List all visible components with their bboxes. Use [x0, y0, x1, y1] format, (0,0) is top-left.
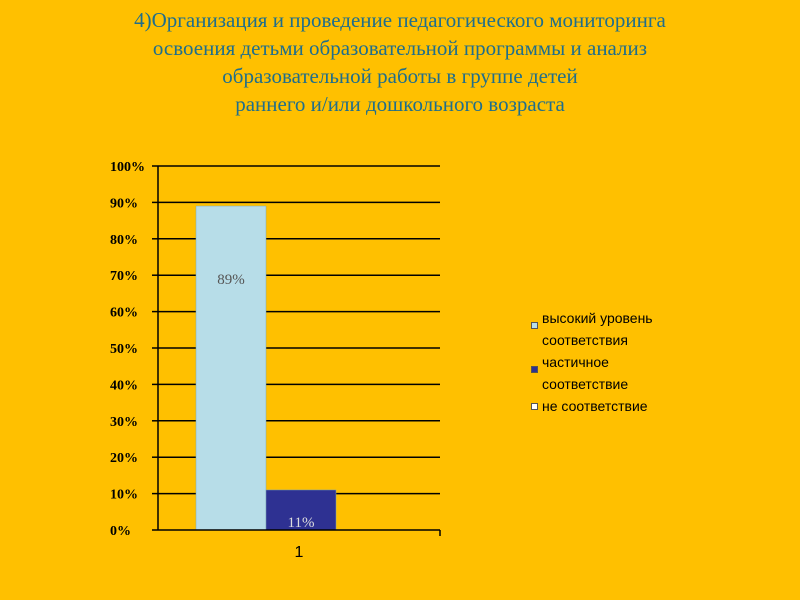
legend-label-none: не соответствие: [542, 398, 648, 414]
y-tick-label: 70%: [110, 269, 138, 284]
title-line-4: раннего и/или дошкольного возраста: [235, 92, 565, 116]
y-tick-label: 80%: [110, 233, 138, 248]
y-tick-label: 40%: [110, 378, 138, 393]
y-tick-label: 10%: [110, 488, 138, 503]
legend-item-partial: частичное соответствие: [530, 351, 770, 395]
legend-label-high-1: высокий уровень: [542, 310, 653, 326]
y-tick-label: 60%: [110, 306, 138, 321]
title-line-2: освоения детьми образовательной программ…: [152, 36, 648, 60]
y-tick-label: 20%: [110, 451, 138, 466]
labels: 0% 10% 20% 30% 40% 50% 60% 70% 80% 90% 100% 89% 11% 1: [110, 160, 314, 561]
y-tick-label: 30%: [110, 415, 138, 430]
title-line-3: образовательной работы в группе детей: [222, 64, 578, 88]
y-tick-label: 50%: [110, 342, 138, 357]
data-label-high: 89%: [217, 272, 245, 288]
legend-swatch-none: [531, 403, 538, 410]
axes: [152, 165, 441, 536]
x-tick-label: 1: [295, 544, 304, 561]
legend-swatch-partial: [531, 366, 538, 373]
legend-label-partial-2: соответствие: [542, 376, 629, 392]
bars: [195, 205, 337, 531]
y-tick-label: 100%: [110, 160, 145, 175]
legend-label-high-2: соответствия: [542, 332, 628, 348]
y-tick-label: 90%: [110, 196, 138, 211]
legend: высокий уровень соответствия частичное с…: [530, 307, 770, 417]
title-line-1: 4)Организация и проведение педагогическо…: [134, 8, 666, 32]
chart-title: 4)Организация и проведение педагогическо…: [20, 6, 780, 118]
legend-item-none: не соответствие: [530, 395, 770, 417]
y-tick-label: 0%: [110, 524, 131, 539]
legend-label-partial-1: частичное: [542, 354, 609, 370]
legend-swatch-high: [531, 322, 538, 329]
bar-high: [195, 205, 267, 531]
data-label-partial: 11%: [288, 515, 315, 531]
legend-item-high: высокий уровень соответствия: [530, 307, 770, 351]
